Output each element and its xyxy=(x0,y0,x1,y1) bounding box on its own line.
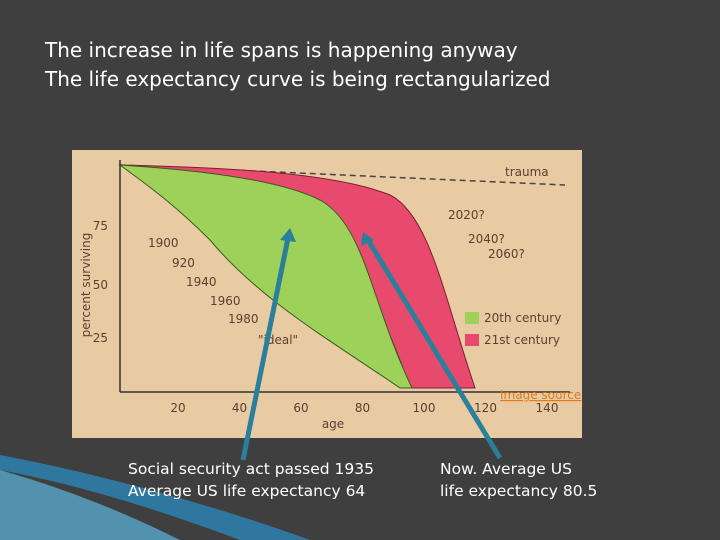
legend-swatch xyxy=(465,334,479,346)
decor-swoosh xyxy=(0,455,310,540)
x-axis-label: age xyxy=(322,417,344,431)
y-tick-label: 50 xyxy=(93,278,108,292)
curve-label: trauma xyxy=(505,165,549,179)
caption: Average US life expectancy 64 xyxy=(128,482,365,500)
curve-label: 1900 xyxy=(148,236,179,250)
legend-label: 21st century xyxy=(484,333,560,347)
caption: Social security act passed 1935 xyxy=(128,460,374,478)
curve-label: 1960 xyxy=(210,294,241,308)
legend-swatch xyxy=(465,312,479,324)
curve-label: 2040? xyxy=(468,232,505,246)
curve-label: 1980 xyxy=(228,312,259,326)
legend-label: 20th century xyxy=(484,311,561,325)
x-tick-label: 60 xyxy=(293,401,308,415)
curve-label: 2020? xyxy=(448,208,485,222)
caption: Now. Average US xyxy=(440,460,572,478)
arrowhead xyxy=(361,232,374,246)
x-tick-label: 120 xyxy=(474,401,497,415)
title-line: The increase in life spans is happening … xyxy=(44,38,518,62)
curve-label: 920 xyxy=(172,256,195,270)
arrow xyxy=(365,238,503,460)
y-tick-label: 25 xyxy=(93,331,108,345)
curve-label: 2060? xyxy=(488,247,525,261)
x-tick-label: 20 xyxy=(170,401,185,415)
y-axis-label: percent surviving xyxy=(79,233,93,338)
arrow xyxy=(240,237,291,461)
x-tick-label: 140 xyxy=(536,401,559,415)
caption: life expectancy 80.5 xyxy=(440,482,597,500)
figure: percent surviving age 75 50 25 20 40 60 80 1… xyxy=(72,150,582,438)
title-line: The life expectancy curve is being recta… xyxy=(44,67,550,91)
y-tick-label: 75 xyxy=(93,219,108,233)
arrowhead xyxy=(280,228,296,242)
source-link[interactable]: Image source xyxy=(500,388,581,402)
decor-swoosh xyxy=(0,470,180,540)
x-tick-label: 40 xyxy=(232,401,247,415)
curve-label: 1940 xyxy=(186,275,217,289)
green-band xyxy=(118,164,413,389)
x-tick-label: 100 xyxy=(413,401,436,415)
x-tick-label: 80 xyxy=(355,401,370,415)
